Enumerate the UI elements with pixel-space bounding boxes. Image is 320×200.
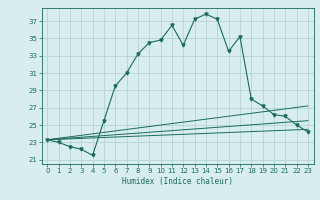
X-axis label: Humidex (Indice chaleur): Humidex (Indice chaleur) <box>122 177 233 186</box>
